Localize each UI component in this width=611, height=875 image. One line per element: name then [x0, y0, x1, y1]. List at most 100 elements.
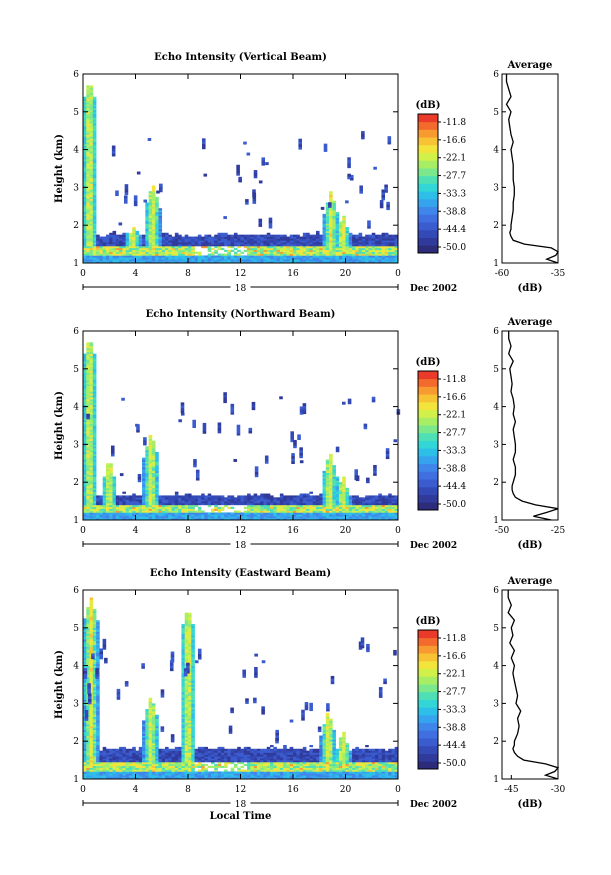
- heatmap-cell: [192, 422, 196, 426]
- heatmap-cell: [132, 748, 136, 751]
- heatmap-cell: [299, 502, 304, 506]
- heatmap-cell: [230, 516, 235, 519]
- heatmap-cell: [89, 680, 94, 683]
- heatmap-cell: [145, 202, 149, 205]
- heatmap-cell: [112, 763, 117, 767]
- heatmap-cell: [237, 499, 241, 502]
- heatmap-cell: [83, 136, 87, 139]
- heatmap-cell: [89, 372, 94, 375]
- heatmap-cell: [123, 200, 128, 204]
- heatmap-cell: [381, 189, 386, 193]
- heatmap-cell: [99, 518, 103, 521]
- heatmap-cell: [86, 142, 90, 145]
- heatmap-cell: [220, 495, 225, 498]
- heatmap-cell: [348, 242, 353, 245]
- heatmap-cell: [217, 247, 222, 251]
- heatmap-cell: [133, 195, 138, 199]
- heatmap-cell: [122, 777, 126, 780]
- heatmap-cell: [112, 253, 117, 256]
- heatmap-cell: [86, 516, 90, 519]
- heatmap-cell: [92, 678, 97, 682]
- heatmap-cell: [332, 478, 336, 481]
- heatmap-cell: [260, 259, 264, 262]
- heatmap-cell: [361, 508, 366, 511]
- heatmap-cell: [92, 419, 97, 423]
- heatmap-cell: [325, 242, 330, 245]
- colorbar-swatch: [418, 471, 438, 480]
- heatmap-cell: [89, 349, 94, 353]
- heatmap-cell: [270, 251, 274, 254]
- heatmap-cell: [83, 126, 87, 130]
- heatmap-cell: [125, 752, 130, 755]
- heatmap-cell: [247, 236, 251, 239]
- heatmap-cell: [92, 140, 97, 143]
- heatmap-cell: [99, 510, 103, 513]
- heatmap-cell: [342, 225, 346, 228]
- heatmap-cell: [220, 234, 225, 237]
- heatmap-cell: [325, 213, 330, 217]
- heatmap-cell: [184, 247, 189, 251]
- heatmap-cell: [96, 724, 100, 727]
- y-tick-label: 3: [73, 183, 79, 193]
- colorbar-swatch: [418, 417, 438, 426]
- heatmap-cell: [312, 510, 317, 513]
- heatmap-cell: [96, 712, 100, 716]
- heatmap-cell: [237, 244, 241, 247]
- heatmap-cell: [89, 652, 94, 655]
- heatmap-cell: [375, 242, 379, 245]
- heatmap-cell: [151, 737, 156, 740]
- heatmap-cell: [388, 504, 392, 508]
- heatmap-cell: [145, 463, 149, 466]
- heatmap-cell: [122, 257, 126, 260]
- heatmap-cell: [125, 758, 130, 761]
- heatmap-cell: [230, 501, 235, 504]
- heatmap-cell: [391, 244, 396, 247]
- heatmap-cell: [312, 257, 317, 260]
- heatmap-cell: [86, 618, 90, 621]
- heatmap-cell: [299, 516, 304, 519]
- heatmap-cell: [119, 754, 123, 757]
- heatmap-cell: [319, 512, 323, 515]
- heatmap-cell: [289, 518, 294, 521]
- heatmap-cell: [89, 512, 94, 515]
- heatmap-cell: [348, 512, 353, 515]
- heatmap-cell: [109, 261, 113, 264]
- heatmap-cell: [148, 434, 153, 438]
- heatmap-cell: [394, 518, 399, 521]
- heatmap-cell: [261, 160, 266, 163]
- heatmap-cell: [342, 253, 346, 256]
- heatmap-cell: [92, 417, 97, 421]
- heatmap-cell: [329, 240, 333, 243]
- heatmap-cell: [165, 504, 169, 508]
- heatmap-cell: [181, 495, 186, 498]
- heatmap-cell: [109, 516, 113, 519]
- heatmap-cell: [148, 440, 153, 443]
- heatmap-cell: [345, 489, 350, 492]
- heatmap-cell: [309, 238, 313, 241]
- heatmap-cell: [142, 514, 146, 517]
- heatmap-cell: [83, 414, 87, 417]
- heatmap-cell: [86, 257, 90, 260]
- heatmap-cell: [83, 625, 87, 629]
- heatmap-cell: [138, 244, 143, 247]
- heatmap-cell: [86, 678, 90, 682]
- heatmap-cell: [83, 387, 87, 390]
- heatmap-cell: [289, 506, 294, 509]
- heatmap-cell: [306, 501, 310, 504]
- heatmap-cell: [329, 230, 333, 234]
- heatmap-cell: [92, 461, 97, 464]
- heatmap-cell: [96, 707, 100, 710]
- heatmap-cell: [92, 773, 97, 776]
- heatmap-cell: [260, 240, 264, 243]
- heatmap-cell: [227, 255, 231, 258]
- heatmap-cell: [112, 514, 117, 517]
- heatmap-cell: [375, 261, 379, 264]
- colorbar-tick-label: -27.7: [443, 429, 466, 439]
- heatmap-cell: [247, 242, 251, 245]
- heatmap-cell: [109, 474, 113, 477]
- heatmap-cell: [112, 773, 117, 776]
- heatmap-cell: [102, 760, 107, 763]
- heatmap-cell: [148, 470, 153, 474]
- heatmap-cell: [83, 400, 87, 404]
